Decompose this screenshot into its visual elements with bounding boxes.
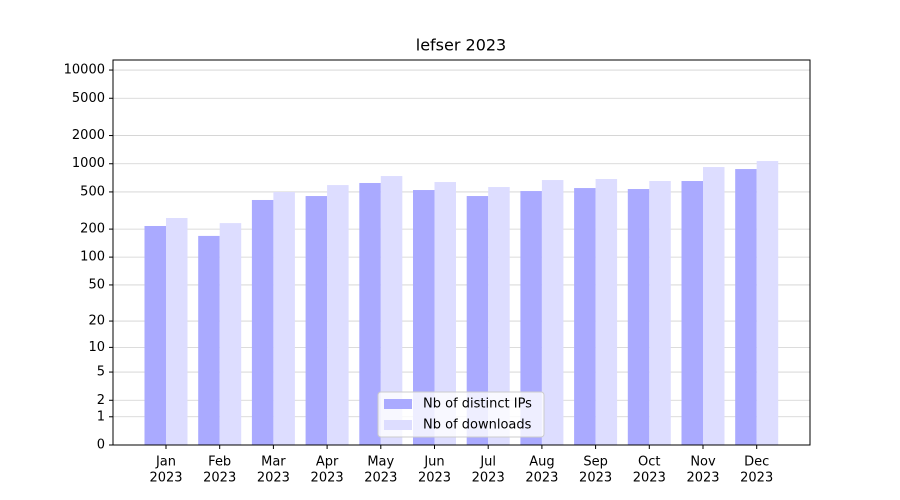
y-tick-label: 1000 — [72, 156, 105, 171]
bar — [198, 235, 220, 445]
y-tick-label: 10 — [88, 340, 105, 355]
bar — [703, 167, 725, 446]
y-tick-label: 50 — [88, 277, 105, 292]
legend-label: Nb of downloads — [423, 418, 532, 433]
y-tick-label: 20 — [88, 314, 105, 329]
x-tick-label: Oct — [638, 455, 660, 470]
bar — [359, 182, 381, 445]
bar — [413, 190, 435, 445]
x-tick-label: 2023 — [149, 471, 182, 486]
legend: Nb of distinct IPs Nb of downloads — [377, 391, 545, 438]
y-tick-label: 200 — [80, 222, 105, 237]
bar — [305, 196, 328, 445]
x-tick-label: May — [367, 455, 394, 470]
y-tick-label: 500 — [80, 184, 105, 199]
bar — [434, 182, 456, 446]
x-tick-label: Dec — [744, 455, 769, 470]
x-tick-label: Jun — [423, 455, 444, 470]
bar — [144, 225, 166, 445]
y-tick-label: 10000 — [64, 63, 105, 78]
x-tick-label: Nov — [690, 455, 716, 470]
bar — [627, 189, 650, 445]
x-tick-label: 2023 — [311, 471, 344, 486]
x-tick-label: 2023 — [418, 471, 451, 486]
legend-label: Nb of distinct IPs — [423, 397, 532, 412]
plot-frame — [112, 59, 811, 446]
x-tick-label: 2023 — [472, 471, 505, 486]
y-tick-label: 1 — [97, 409, 105, 424]
bar — [595, 179, 618, 445]
x-tick-label: 2023 — [740, 471, 773, 486]
bar — [166, 218, 188, 445]
bar — [520, 191, 542, 445]
bar — [541, 180, 564, 445]
y-tick-label: 5000 — [72, 91, 105, 106]
bar — [327, 185, 349, 445]
bar — [488, 187, 510, 445]
x-tick-label: 2023 — [579, 471, 612, 486]
y-tick-label: 100 — [80, 250, 105, 265]
legend-swatch — [384, 399, 412, 409]
bar — [735, 169, 757, 445]
bar — [756, 161, 779, 445]
bar — [681, 181, 703, 446]
bar — [466, 196, 489, 445]
y-tick-label: 5 — [97, 365, 105, 380]
chart-title: lefser 2023 — [416, 36, 506, 55]
bar — [251, 199, 274, 445]
y-tick-label: 2 — [97, 393, 105, 408]
x-tick-label: Mar — [261, 455, 286, 470]
bar — [649, 181, 671, 446]
x-tick-label: Aug — [529, 455, 554, 470]
legend-swatch — [384, 420, 412, 430]
x-tick-label: 2023 — [364, 471, 397, 486]
bar — [380, 176, 403, 445]
x-tick-label: 2023 — [525, 471, 558, 486]
y-tick-label: 2000 — [72, 128, 105, 143]
x-tick-label: Jul — [479, 455, 496, 470]
bar — [219, 223, 242, 445]
bar — [574, 188, 596, 445]
x-tick-label: Sep — [583, 455, 608, 470]
x-tick-label: 2023 — [203, 471, 236, 486]
x-tick-label: Jan — [155, 455, 176, 470]
x-tick-label: 2023 — [633, 471, 666, 486]
x-tick-label: Apr — [316, 455, 339, 470]
x-tick-label: Feb — [208, 455, 231, 470]
x-tick-label: 2023 — [257, 471, 290, 486]
y-tick-label: 0 — [97, 438, 105, 453]
legend-box — [377, 391, 545, 438]
x-tick-label: 2023 — [686, 471, 719, 486]
bar — [273, 192, 295, 445]
